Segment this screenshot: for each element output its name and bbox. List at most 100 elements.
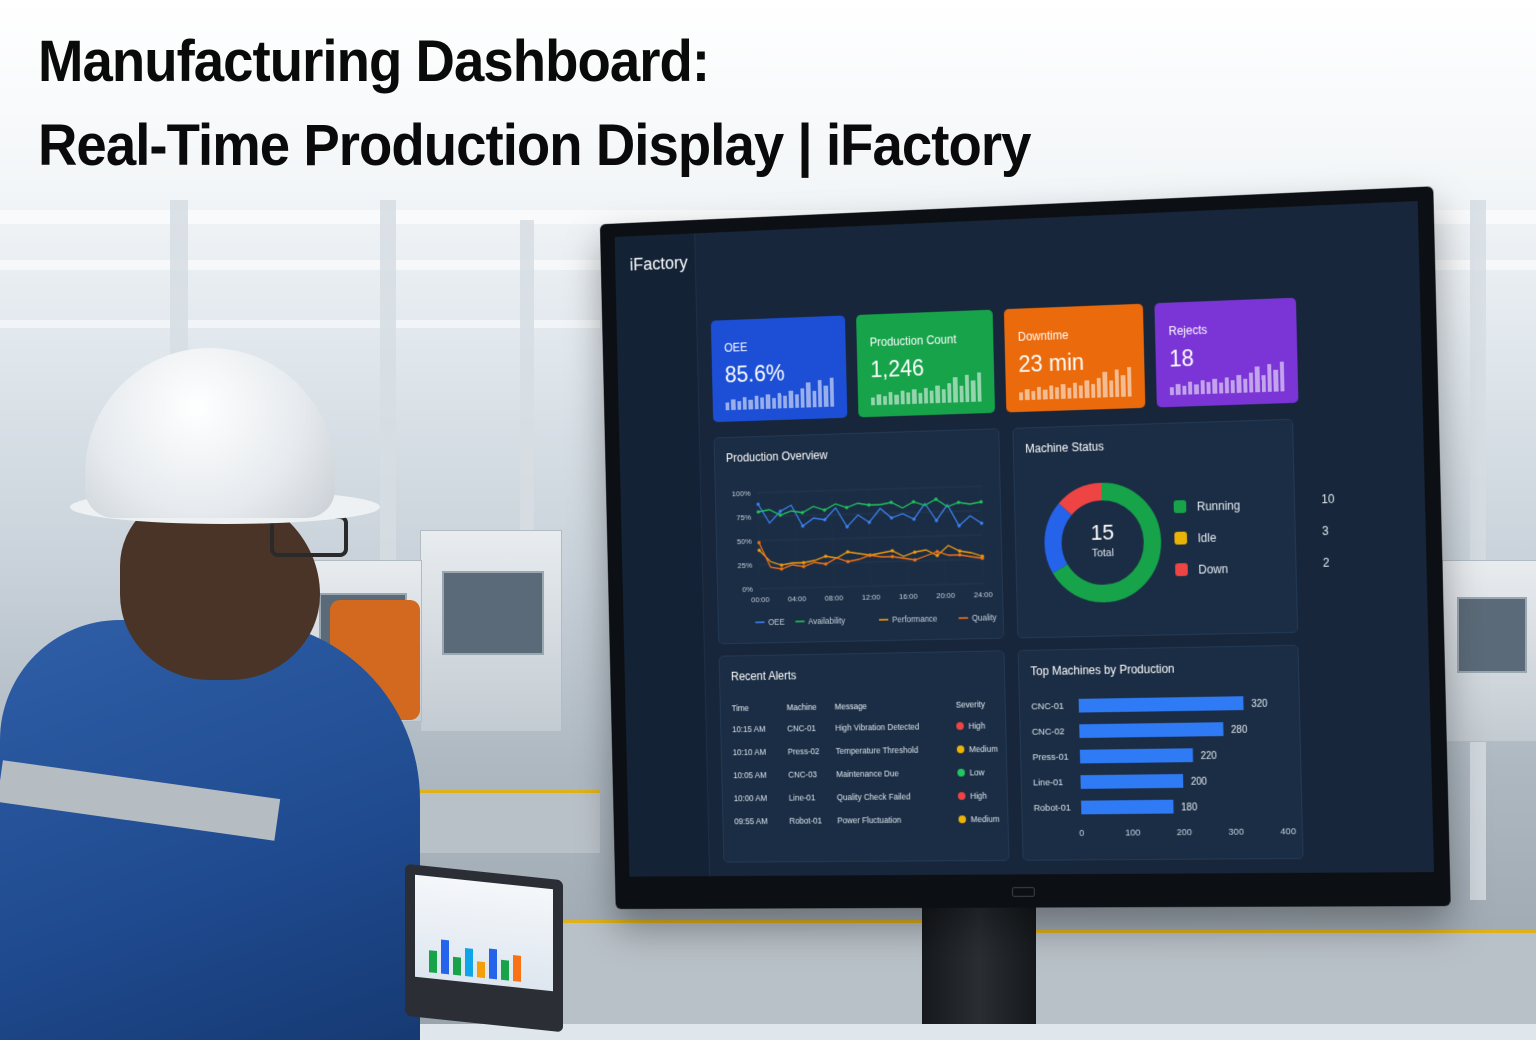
col-message[interactable]: Message — [834, 695, 956, 716]
panel-title: Recent Alerts — [731, 669, 797, 684]
legend-label[interactable]: Performance — [892, 615, 938, 625]
alert-message: Quality Check Failed — [837, 784, 959, 808]
brand-logo[interactable]: iFactory — [629, 253, 687, 276]
spark-bar — [906, 392, 910, 404]
kpi-card-rejects[interactable]: Rejects 18 — [1154, 298, 1298, 408]
status-count: 10 — [1321, 492, 1334, 506]
spark-bar — [1200, 380, 1204, 394]
spark-bar — [1097, 378, 1102, 398]
x-tick-label: 20:00 — [936, 591, 956, 600]
spark-bar — [806, 382, 811, 407]
spark-bar — [1049, 385, 1053, 399]
kpi-card-oee[interactable]: OEE 85.6% — [711, 315, 848, 422]
series-line-oee[interactable] — [758, 498, 982, 531]
legend-swatch-running — [1174, 500, 1187, 513]
x-tick-label: 04:00 — [788, 594, 807, 603]
bar-robot-01[interactable] — [1081, 800, 1174, 815]
donut-total: 15 — [1031, 518, 1175, 547]
ceiling-beam — [0, 320, 600, 328]
status-row-idle[interactable]: Idle 3 — [1197, 531, 1216, 545]
title-line-2: Real-Time Production Display | iFactory — [38, 104, 1147, 188]
spark-bar — [1225, 377, 1230, 393]
legend-label[interactable]: Quality — [972, 613, 998, 623]
spark-bar — [1091, 384, 1095, 398]
x-tick-label: 16:00 — [899, 592, 919, 601]
data-point — [979, 500, 982, 504]
spark-bar — [829, 378, 834, 407]
alerts-table: Time Machine Message Severity 10:15 AMCN… — [732, 694, 1000, 833]
spark-bar — [1219, 383, 1223, 394]
laptop-screen — [415, 875, 553, 992]
production-overview-panel: Production Overview 100%75%50%25%0%00:00… — [714, 428, 1005, 644]
severity-dot-icon — [957, 745, 965, 753]
spark-bar — [1079, 385, 1083, 398]
bar-cnc-01[interactable] — [1079, 696, 1244, 712]
alert-time: 09:55 AM — [734, 809, 790, 833]
severity-label: Medium — [969, 744, 998, 754]
bar-category-label: Press-01 — [1032, 752, 1068, 763]
status-count: 2 — [1323, 556, 1330, 570]
spark-bar — [812, 391, 816, 408]
spark-bar — [883, 396, 887, 405]
bar-press-01[interactable] — [1080, 748, 1193, 763]
y-tick-label: 50% — [737, 537, 752, 546]
conveyor — [1030, 930, 1536, 1024]
status-row-running[interactable]: Running 10 — [1197, 499, 1241, 514]
spark-bar — [1025, 389, 1029, 400]
spark-bar — [1243, 379, 1248, 393]
data-point — [757, 510, 760, 514]
kpi-label: Downtime — [1018, 328, 1069, 344]
status-row-down[interactable]: Down 2 — [1198, 562, 1228, 577]
table-row[interactable]: 10:10 AMPress-02Temperature ThresholdMed… — [732, 737, 998, 764]
y-tick-label: 75% — [736, 513, 751, 522]
y-tick-label: 0% — [742, 585, 753, 594]
y-tick-label: 100% — [732, 489, 751, 498]
status-label: Down — [1198, 562, 1228, 577]
col-severity[interactable]: Severity — [956, 694, 997, 714]
spark-bar — [1249, 373, 1254, 393]
legend-label[interactable]: Availability — [808, 616, 846, 626]
spark-bar — [1121, 375, 1126, 397]
spark-bar — [1206, 382, 1210, 394]
status-label: Running — [1197, 499, 1241, 514]
col-machine[interactable]: Machine — [786, 697, 834, 717]
severity-label: High — [968, 721, 985, 731]
col-time[interactable]: Time — [732, 698, 787, 718]
dashboard-screen: iFactory OEE 85.6% Production Count 1,24… — [615, 201, 1434, 877]
severity-dot-icon — [956, 722, 964, 730]
legend-label[interactable]: OEE — [768, 618, 785, 627]
table-row[interactable]: 10:05 AMCNC-03Maintenance DueLow — [733, 761, 999, 787]
page-title: Manufacturing Dashboard: Real-Time Produ… — [38, 20, 1147, 188]
bar-line-01[interactable] — [1080, 774, 1183, 789]
kpi-card-downtime[interactable]: Downtime 23 min — [1004, 304, 1145, 413]
table-row[interactable]: 09:55 AMRobot-01Power FluctuationMedium — [734, 807, 1000, 833]
spark-bar — [731, 399, 735, 410]
data-point — [780, 567, 783, 571]
alert-time: 10:00 AM — [734, 786, 790, 810]
spark-bar — [1176, 384, 1180, 395]
x-tick-label: 200 — [1177, 827, 1193, 837]
machine-status-panel: Machine Status 15 Total Running 10 Idle … — [1012, 419, 1298, 639]
alert-severity: Medium — [958, 807, 1000, 831]
bar-cnc-02[interactable] — [1079, 722, 1223, 738]
data-point — [913, 550, 916, 554]
table-row[interactable]: 10:00 AMLine-01Quality Check FailedHigh — [734, 784, 1000, 810]
bar-category-label: Line-01 — [1033, 777, 1063, 787]
alert-time: 10:10 AM — [732, 740, 788, 764]
x-tick-label: 08:00 — [825, 593, 844, 602]
spark-bar — [772, 398, 776, 409]
bar-category-label: CNC-01 — [1031, 701, 1064, 712]
spark-bar — [977, 372, 982, 401]
spark-bar — [871, 397, 875, 405]
spark-bar — [766, 394, 770, 409]
spark-bar — [1031, 391, 1035, 400]
spark-bar — [749, 400, 753, 410]
spark-bar — [1043, 390, 1047, 400]
series-line-quality[interactable] — [759, 537, 983, 570]
spark-bar — [800, 388, 804, 407]
spark-bar — [877, 394, 881, 405]
kpi-card-production-count[interactable]: Production Count 1,246 — [856, 310, 995, 418]
spark-bar — [760, 397, 764, 409]
x-tick-label: 0 — [1079, 828, 1084, 838]
severity-dot-icon — [958, 815, 966, 823]
